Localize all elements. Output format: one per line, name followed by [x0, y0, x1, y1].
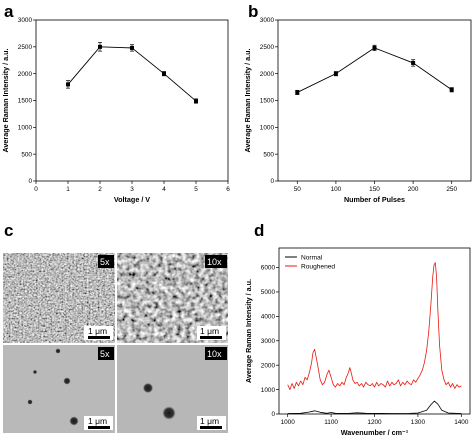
y-tick-label: 500	[21, 151, 32, 158]
series-line	[297, 47, 452, 93]
panel-label-a: a	[4, 2, 14, 21]
series-line-normal	[287, 400, 462, 414]
y-axis-title: Average Raman Intensity / a.u.	[243, 49, 252, 153]
scale-bar-tl	[88, 336, 110, 339]
y-axis-title: Average Raman Intensity / a.u.	[1, 49, 10, 153]
y-tick-label: 500	[263, 151, 274, 158]
y-tick-label: 2000	[261, 362, 276, 369]
x-tick-label: 6	[226, 186, 230, 193]
scale-label-br: 1 μm	[200, 416, 219, 426]
mag-badge-bl: 5x	[100, 349, 110, 359]
x-axis-title: Number of Pulses	[344, 195, 405, 204]
plot-frame	[35, 19, 229, 182]
y-tick-label: 2000	[260, 71, 275, 78]
scale-label-tr: 1 μm	[200, 326, 219, 336]
y-tick-label: 4000	[261, 314, 276, 321]
x-tick-label: 100	[331, 186, 342, 193]
series-line-roughened	[287, 262, 462, 391]
y-tick-label: 3000	[261, 338, 276, 345]
data-point	[66, 82, 70, 87]
legend-label: Roughened	[301, 263, 335, 270]
y-tick-label: 1000	[18, 125, 33, 132]
x-tick-label: 1300	[411, 419, 426, 426]
x-tick-label: 200	[408, 186, 419, 193]
chart-a-voltage: 0 1 2 3 4 5 6 0 500 1000 1500 2000 2500 3000 Voltage /…	[1, 17, 230, 204]
y-tick-label: 0	[271, 411, 275, 418]
x-tick-label: 1000	[281, 419, 296, 426]
x-tick-label: 4	[162, 186, 166, 193]
panel-label-d: d	[254, 221, 264, 240]
x-tick-label: 1100	[324, 419, 338, 426]
x-tick-label: 1400	[454, 419, 469, 426]
mag-badge-br: 10x	[207, 349, 222, 359]
legend-label: Normal	[301, 254, 323, 261]
x-tick-label: 250	[446, 186, 457, 193]
scale-label-bl: 1 μm	[88, 416, 107, 426]
y-tick-label: 1500	[18, 98, 33, 105]
data-point	[98, 44, 102, 49]
x-tick-label: 1200	[367, 419, 382, 426]
x-tick-label: 1	[66, 186, 70, 193]
scale-bar-tr	[200, 336, 222, 339]
data-point	[194, 99, 198, 104]
data-point	[295, 90, 300, 95]
micrograph-grid: 5x 10x 5x 10x 1 μm 1 μm 1 μm 1 μm	[3, 253, 228, 433]
data-point	[333, 71, 338, 76]
scale-bar-br	[200, 426, 222, 429]
x-tick-label: 2	[98, 186, 102, 193]
data-point	[162, 71, 166, 76]
x-tick-label: 3	[130, 186, 134, 193]
y-tick-label: 3000	[260, 17, 275, 24]
x-tick-label: 150	[369, 186, 380, 193]
y-tick-label: 5000	[261, 289, 276, 296]
data-point	[411, 60, 416, 65]
y-tick-label: 2500	[260, 44, 275, 51]
x-tick-label: 50	[294, 186, 302, 193]
y-tick-label: 1500	[260, 98, 275, 105]
scale-label-tl: 1 μm	[88, 326, 107, 336]
plot-frame	[278, 247, 471, 415]
y-tick-label: 2500	[18, 44, 33, 51]
data-point	[372, 45, 377, 50]
series-line	[67, 46, 197, 102]
mag-badge-tr: 10x	[207, 257, 222, 267]
x-axis-title: Voltage / V	[114, 195, 150, 204]
chart-b-pulses: 50 100 150 200 250050010001500200025003000Nu…	[243, 17, 472, 204]
plot-frame	[277, 19, 472, 182]
y-tick-label: 3000	[18, 17, 33, 24]
y-tick-label: 0	[270, 178, 274, 185]
panel-label-c: c	[4, 221, 13, 240]
y-tick-label: 0	[28, 178, 32, 185]
y-tick-label: 6000	[261, 265, 276, 272]
chart-d-spectrum: 1000 1100 1200 1300 1400 0 1000 2000 3000 4000 500…	[244, 247, 471, 437]
y-tick-label: 2000	[18, 71, 33, 78]
y-axis-title: Average Raman Intensity / a.u.	[244, 279, 253, 383]
mag-badge-tl: 5x	[100, 257, 110, 267]
data-point	[130, 45, 134, 50]
y-tick-label: 1000	[260, 125, 275, 132]
x-tick-label: 5	[194, 186, 198, 193]
x-tick-label: 0	[34, 186, 38, 193]
x-axis-title: Wavenumber / cm⁻¹	[341, 428, 409, 437]
panel-label-b: b	[248, 2, 258, 21]
scale-bar-bl	[88, 426, 110, 429]
y-tick-label: 1000	[261, 387, 276, 394]
data-point	[449, 87, 454, 92]
